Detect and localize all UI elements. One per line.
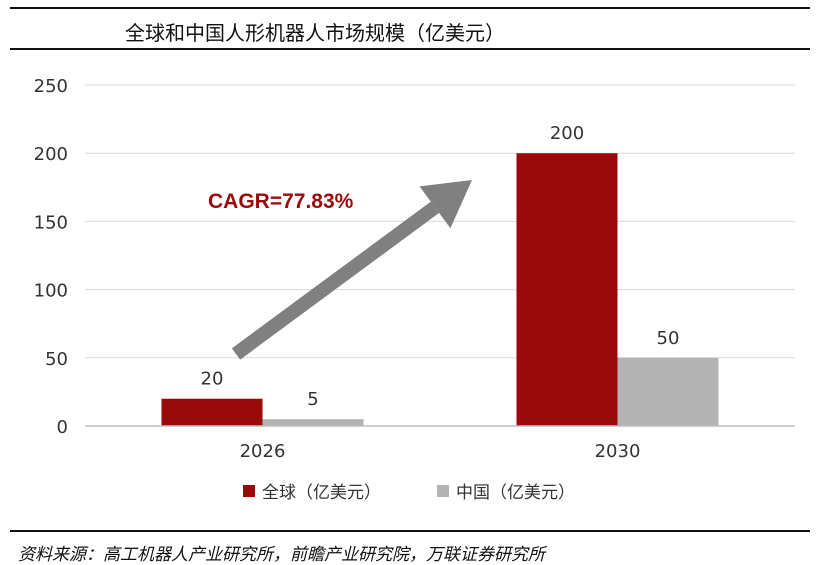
top-rule	[10, 7, 810, 9]
bar-china-2030	[617, 357, 719, 426]
data-label: 50	[657, 328, 680, 349]
x-axis-ticks: 2026 2030	[240, 441, 641, 462]
arrow-head	[419, 180, 472, 229]
legend-label: 中国（亿美元）	[456, 483, 575, 503]
y-axis-ticks: 0 50 100 150 200 250	[34, 76, 68, 438]
page-title: 全球和中国人形机器人市场规模（亿美元）	[125, 21, 505, 45]
bottom-rule	[10, 530, 810, 532]
legend-swatch	[437, 485, 449, 497]
y-tick-label: 200	[34, 144, 68, 165]
legend: 全球（亿美元） 中国（亿美元）	[243, 483, 575, 503]
cagr-annotation: CAGR=77.83%	[208, 190, 354, 213]
y-tick-label: 100	[34, 281, 68, 302]
x-tick-label: 2030	[595, 441, 641, 462]
source-note: 资料来源：高工机器人产业研究所，前瞻产业研究院，万联证券研究所	[18, 545, 545, 565]
bar-global-2030	[516, 153, 618, 426]
y-tick-label: 250	[34, 76, 68, 97]
legend-label: 全球（亿美元）	[262, 483, 381, 503]
bar-global-2026	[161, 398, 263, 426]
bars	[161, 153, 719, 426]
data-label: 20	[201, 369, 224, 390]
data-label: 5	[307, 389, 318, 410]
y-tick-label: 0	[57, 417, 68, 438]
arrow-shaft	[231, 201, 440, 360]
y-tick-label: 50	[45, 349, 68, 370]
data-label: 200	[550, 123, 584, 144]
title-rule	[10, 48, 810, 50]
gridlines	[85, 84, 795, 359]
data-labels: 20 5 200 50	[201, 123, 680, 410]
cagr-arrow-icon	[231, 180, 472, 360]
x-tick-label: 2026	[240, 441, 286, 462]
bar-china-2026	[262, 419, 364, 426]
legend-swatch	[243, 485, 255, 497]
y-tick-label: 150	[34, 212, 68, 233]
